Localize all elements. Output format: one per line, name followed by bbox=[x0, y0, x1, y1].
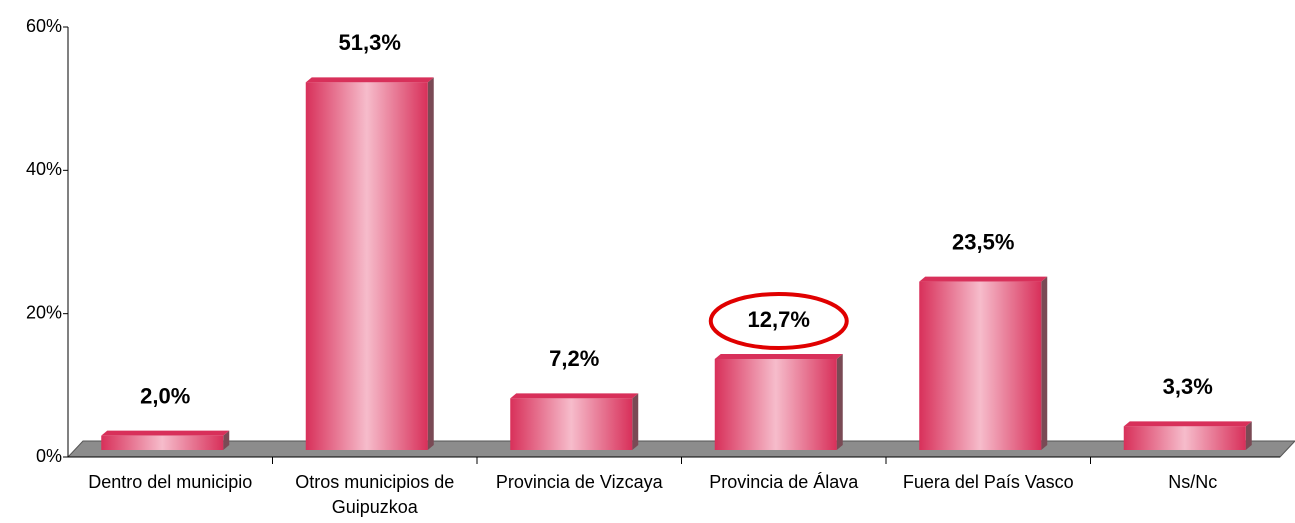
highlight-ellipse bbox=[708, 291, 849, 350]
bar-top bbox=[305, 77, 434, 83]
y-tick-label: 40% bbox=[26, 159, 62, 179]
bar-top bbox=[1123, 421, 1252, 427]
bar-side bbox=[632, 393, 639, 450]
data-label: 12,7% bbox=[748, 307, 810, 332]
floor bbox=[66, 440, 1295, 458]
y-tick-label: 0% bbox=[36, 446, 62, 466]
bar bbox=[714, 358, 837, 450]
data-label: 3,3% bbox=[1163, 374, 1213, 399]
data-label: 2,0% bbox=[140, 383, 190, 408]
bar-top bbox=[510, 393, 639, 399]
bar-top bbox=[919, 276, 1048, 282]
bar bbox=[919, 281, 1042, 450]
x-tick-label: Ns/Nc bbox=[1168, 472, 1218, 492]
x-tick-label: Provincia de Álava bbox=[709, 472, 859, 492]
bar-side bbox=[1245, 421, 1252, 450]
y-tick-label: 20% bbox=[26, 302, 62, 322]
data-label: 23,5% bbox=[952, 229, 1014, 254]
bar-side bbox=[427, 77, 434, 450]
bar bbox=[1123, 426, 1246, 450]
x-tick-label: Dentro del municipio bbox=[88, 472, 253, 492]
y-tick-label: 60% bbox=[26, 16, 62, 36]
bar bbox=[305, 82, 428, 450]
x-tick-label: Provincia de Vizcaya bbox=[495, 472, 663, 492]
bar-side bbox=[223, 430, 230, 450]
bar-side bbox=[1041, 276, 1048, 450]
bar bbox=[101, 435, 224, 450]
x-tick-label: Fuera del País Vasco bbox=[902, 472, 1074, 492]
bar-side bbox=[836, 353, 843, 450]
bar bbox=[510, 398, 633, 450]
bar-top bbox=[714, 353, 843, 359]
data-label: 7,2% bbox=[549, 346, 599, 371]
bar-top bbox=[101, 430, 230, 436]
x-tick-label: Otros municipios de Guipuzkoa bbox=[295, 472, 455, 517]
data-label: 51,3% bbox=[339, 30, 401, 55]
